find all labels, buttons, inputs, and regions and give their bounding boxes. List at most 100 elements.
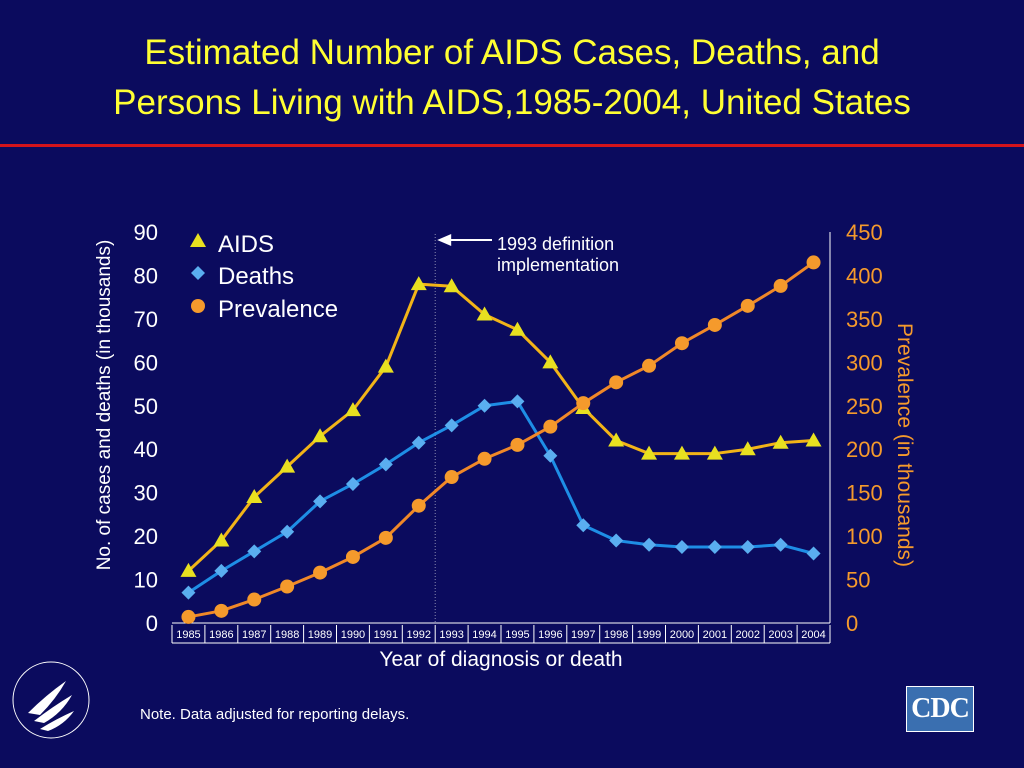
deaths-point: [181, 585, 196, 600]
legend-aids-marker: [190, 233, 206, 247]
prevalence-point: [378, 530, 393, 545]
prevalence-point: [411, 498, 426, 513]
deaths-point: [674, 539, 689, 554]
y-tick-label: 70: [134, 307, 158, 332]
legend-prevalence-marker: [191, 299, 205, 313]
prevalence-point: [543, 419, 558, 434]
footnote: Note. Data adjusted for reporting delays…: [140, 706, 410, 723]
prevalence-point: [740, 298, 755, 313]
deaths-point: [609, 533, 624, 548]
prevalence-point: [609, 375, 624, 390]
deaths-point: [806, 546, 821, 561]
aids-point: [279, 458, 296, 473]
slide-title: Estimated Number of AIDS Cases, Deaths, …: [0, 28, 1024, 128]
prevalence-point: [444, 470, 459, 485]
y2-tick-label: 100: [846, 524, 883, 549]
deaths-point: [576, 518, 591, 533]
aids-point: [739, 441, 756, 456]
aids-point: [344, 402, 361, 417]
x-tick-label: 1994: [472, 629, 496, 641]
aids-point: [213, 532, 230, 547]
aids-point: [377, 358, 394, 373]
deaths-point: [444, 418, 459, 433]
y-axis-title: No. of cases and deaths (in thousands): [94, 240, 115, 571]
y2-tick-label: 250: [846, 394, 883, 419]
y2-tick-label: 400: [846, 263, 883, 288]
deaths-point: [280, 524, 295, 539]
prevalence-point: [181, 609, 196, 624]
y-tick-label: 90: [134, 220, 158, 245]
deaths-point: [345, 476, 360, 491]
y-tick-label: 50: [134, 394, 158, 419]
deaths-point: [707, 539, 722, 554]
y-tick-label: 0: [146, 611, 158, 636]
deaths-point: [313, 494, 328, 509]
y-tick-label: 20: [134, 524, 158, 549]
slide-title-line-2: Persons Living with AIDS,1985-2004, Unit…: [113, 83, 911, 122]
y-tick-label: 60: [134, 350, 158, 375]
aids-point: [608, 432, 625, 447]
y2-axis-title: Prevalence (in thousands): [893, 323, 916, 567]
aids-point: [180, 562, 197, 577]
aids-point: [312, 428, 329, 443]
deaths-point: [510, 394, 525, 409]
y2-tick-label: 50: [846, 568, 870, 593]
x-tick-label: 1992: [407, 629, 431, 641]
legend-prevalence-label: Prevalence: [218, 296, 338, 323]
x-tick-label: 1996: [538, 629, 562, 641]
deaths-point: [247, 544, 262, 559]
deaths-line: [187, 399, 814, 594]
x-tick-label: 1987: [242, 629, 266, 641]
legend-aids-label: AIDS: [218, 231, 274, 258]
aids-point: [246, 489, 263, 504]
deaths-point: [740, 539, 755, 554]
x-tick-label: 1985: [176, 629, 200, 641]
slide-title-line-1: Estimated Number of AIDS Cases, Deaths, …: [144, 33, 880, 72]
hhs-logo: [12, 661, 90, 739]
y2-tick-label: 0: [846, 611, 858, 636]
deaths-point: [642, 537, 657, 552]
annotation-arrowhead: [437, 234, 452, 246]
aids-point: [673, 445, 690, 460]
x-tick-label: 1991: [374, 629, 398, 641]
aids-point: [641, 445, 658, 460]
x-tick-label: 1995: [505, 629, 529, 641]
prevalence-point: [576, 396, 591, 411]
y2-tick-label: 350: [846, 307, 883, 332]
prevalence-point: [313, 565, 328, 580]
x-tick-label: 1990: [341, 629, 365, 641]
prevalence-point: [247, 592, 262, 607]
x-tick-label: 2003: [768, 629, 792, 641]
x-tick-label: 2001: [703, 629, 727, 641]
prevalence-point: [345, 549, 360, 564]
aids-point: [706, 445, 723, 460]
x-tick-label: 1989: [308, 629, 332, 641]
prevalence-point: [214, 603, 229, 618]
prevalence-point: [674, 336, 689, 351]
title-divider: [0, 144, 1024, 147]
aids-point: [772, 434, 789, 449]
deaths-point: [773, 537, 788, 552]
x-tick-label: 1997: [571, 629, 595, 641]
cdc-logo: CDC: [906, 686, 974, 732]
x-axis-title: Year of diagnosis or death: [379, 648, 622, 671]
aids-point: [509, 321, 526, 336]
x-tick-label: 2004: [801, 629, 825, 641]
aids-point: [443, 278, 460, 293]
x-tick-label: 1993: [439, 629, 463, 641]
deaths-point: [378, 457, 393, 472]
aids-point: [410, 276, 427, 291]
x-tick-label: 1986: [209, 629, 233, 641]
annotation-text-line-2: implementation: [497, 255, 619, 275]
deaths-point: [477, 398, 492, 413]
aids-point: [805, 432, 822, 447]
prevalence-point: [642, 358, 657, 373]
deaths-point: [214, 563, 229, 578]
legend-deaths-label: Deaths: [218, 263, 294, 290]
x-tick-label: 2000: [670, 629, 694, 641]
y2-tick-label: 150: [846, 481, 883, 506]
y-tick-label: 80: [134, 263, 158, 288]
y2-tick-label: 300: [846, 350, 883, 375]
y-tick-label: 30: [134, 481, 158, 506]
